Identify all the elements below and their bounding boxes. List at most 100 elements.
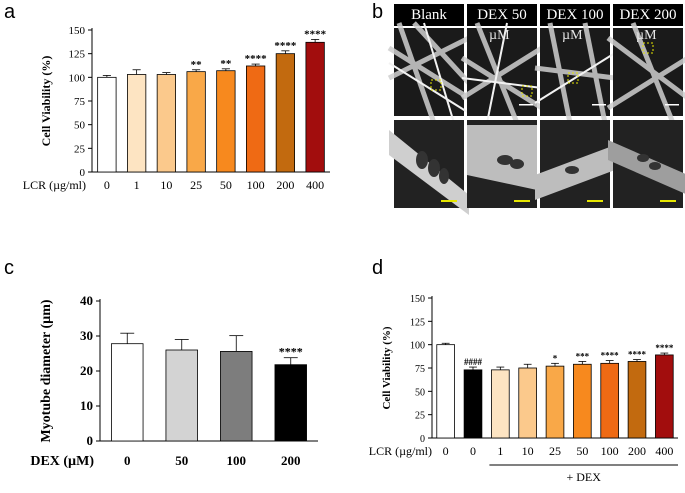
x-axis-label: LCR (µg/ml) bbox=[369, 444, 432, 458]
x-axis-label: DEX (µM) bbox=[30, 454, 94, 469]
category-label: 100 bbox=[227, 453, 247, 468]
y-axis-label: Myotube diameter (µm) bbox=[39, 299, 54, 442]
panel-letter-a: a bbox=[4, 1, 16, 23]
bar bbox=[246, 65, 266, 173]
category-label: 1 bbox=[497, 444, 503, 458]
category-label: 0 bbox=[124, 453, 131, 468]
category-label: 200 bbox=[628, 444, 646, 458]
bar bbox=[220, 351, 253, 442]
y-tick-label: 0 bbox=[87, 433, 94, 448]
y-tick-label: 150 bbox=[69, 25, 86, 37]
category-label: 0 bbox=[104, 178, 110, 192]
bar bbox=[216, 70, 236, 173]
significance-label: **** bbox=[304, 28, 327, 40]
panel-letter-b: b bbox=[372, 1, 384, 23]
micrograph-zoom-dex50 bbox=[467, 120, 537, 208]
category-label: 50 bbox=[175, 453, 188, 468]
unit-label-dex200: µM bbox=[636, 28, 657, 43]
y-tick-label: 75 bbox=[74, 96, 86, 108]
significance-label: **** bbox=[655, 343, 674, 353]
unit-label-dex100: µM bbox=[562, 28, 583, 43]
mic-header-blank: Blank bbox=[394, 4, 464, 26]
bar bbox=[655, 354, 674, 439]
bar bbox=[127, 74, 147, 173]
y-tick-label: 25 bbox=[74, 143, 86, 155]
bar bbox=[111, 343, 144, 442]
y-tick-label: 0 bbox=[420, 434, 425, 445]
y-tick-label: 0 bbox=[80, 167, 86, 179]
panel-letter-c: c bbox=[4, 257, 14, 279]
category-label: 400 bbox=[306, 178, 324, 192]
category-label: 0 bbox=[443, 444, 449, 458]
y-tick-label: 40 bbox=[80, 293, 93, 308]
bar bbox=[627, 361, 647, 439]
y-tick-label: 75 bbox=[415, 364, 425, 375]
significance-label: **** bbox=[601, 351, 620, 361]
category-label: 50 bbox=[576, 444, 588, 458]
group-label: + DEX bbox=[566, 470, 601, 484]
category-label: 100 bbox=[601, 444, 619, 458]
y-tick-label: 150 bbox=[410, 294, 425, 305]
category-label: 10 bbox=[160, 178, 172, 192]
category-label: 200 bbox=[281, 453, 301, 468]
bar bbox=[165, 349, 198, 442]
category-label: 100 bbox=[247, 178, 265, 192]
bar bbox=[275, 53, 295, 173]
y-tick-label: 125 bbox=[69, 49, 86, 61]
micrograph-overview-dex200 bbox=[606, 22, 685, 124]
significance-label: #### bbox=[464, 357, 483, 367]
micrograph-overview-dex100 bbox=[534, 22, 616, 124]
y-tick-label: 25 bbox=[415, 411, 425, 422]
y-tick-label: 100 bbox=[69, 72, 86, 84]
mic-header-dex200: DEX 200 bbox=[613, 4, 683, 26]
y-tick-label: 125 bbox=[410, 317, 425, 328]
significance-label: **** bbox=[628, 350, 647, 360]
y-tick-label: 50 bbox=[415, 387, 425, 398]
micrograph-zoom-dex200 bbox=[608, 120, 685, 208]
mic-header-dex50: DEX 50 bbox=[467, 4, 537, 26]
mic-header-dex100: DEX 100 bbox=[540, 4, 610, 26]
category-label: 50 bbox=[220, 178, 232, 192]
y-tick-label: 100 bbox=[410, 341, 425, 352]
y-axis-label: Cell Viability (%) bbox=[381, 326, 393, 409]
significance-label: * bbox=[553, 353, 558, 363]
micrograph-zoom-dex100 bbox=[535, 120, 615, 208]
bar bbox=[573, 363, 592, 439]
significance-label: *** bbox=[576, 351, 590, 361]
bar bbox=[436, 344, 455, 439]
significance-label: ** bbox=[191, 59, 203, 71]
category-label: 0 bbox=[470, 444, 476, 458]
category-label: 25 bbox=[190, 178, 202, 192]
micrograph-overview-blank bbox=[387, 21, 471, 124]
significance-label: **** bbox=[245, 53, 268, 65]
bar bbox=[156, 74, 176, 173]
significance-label: ** bbox=[220, 58, 232, 70]
bar bbox=[491, 369, 510, 439]
category-label: 400 bbox=[655, 444, 673, 458]
category-label: 25 bbox=[549, 444, 561, 458]
x-axis-label: LCR (µg/ml) bbox=[23, 178, 86, 192]
bar bbox=[97, 76, 117, 173]
significance-label: **** bbox=[279, 345, 303, 359]
chart-a: 0 25 50 75 100 125 150 0 1 10 ** 25 ** 50 **** 100 **** 2… bbox=[23, 25, 330, 192]
unit-label-dex50: µM bbox=[489, 28, 510, 43]
y-tick-label: 50 bbox=[74, 120, 86, 132]
panel-letter-d: d bbox=[372, 257, 384, 279]
bar bbox=[545, 365, 565, 439]
bar bbox=[463, 369, 483, 439]
chart-d: 0 25 50 75 100 125 150 0 #### 0 1 10 * 25 *** 50 **** 100… bbox=[369, 294, 678, 484]
bar bbox=[274, 364, 307, 442]
y-tick-label: 10 bbox=[80, 398, 93, 413]
bar bbox=[305, 41, 325, 173]
y-tick-label: 20 bbox=[80, 363, 93, 378]
chart-c: 0 10 20 30 40 0 50 100 **** 200 Myotube diameter (… bbox=[30, 293, 318, 469]
bar bbox=[600, 362, 619, 439]
y-tick-label: 30 bbox=[80, 328, 93, 343]
bar bbox=[518, 367, 537, 439]
category-label: 10 bbox=[522, 444, 534, 458]
category-label: 1 bbox=[134, 178, 140, 192]
category-label: 200 bbox=[276, 178, 294, 192]
micrograph-overview-dex50 bbox=[460, 22, 544, 124]
y-axis-label: Cell Viability (%) bbox=[39, 56, 53, 147]
significance-label: **** bbox=[274, 40, 297, 52]
